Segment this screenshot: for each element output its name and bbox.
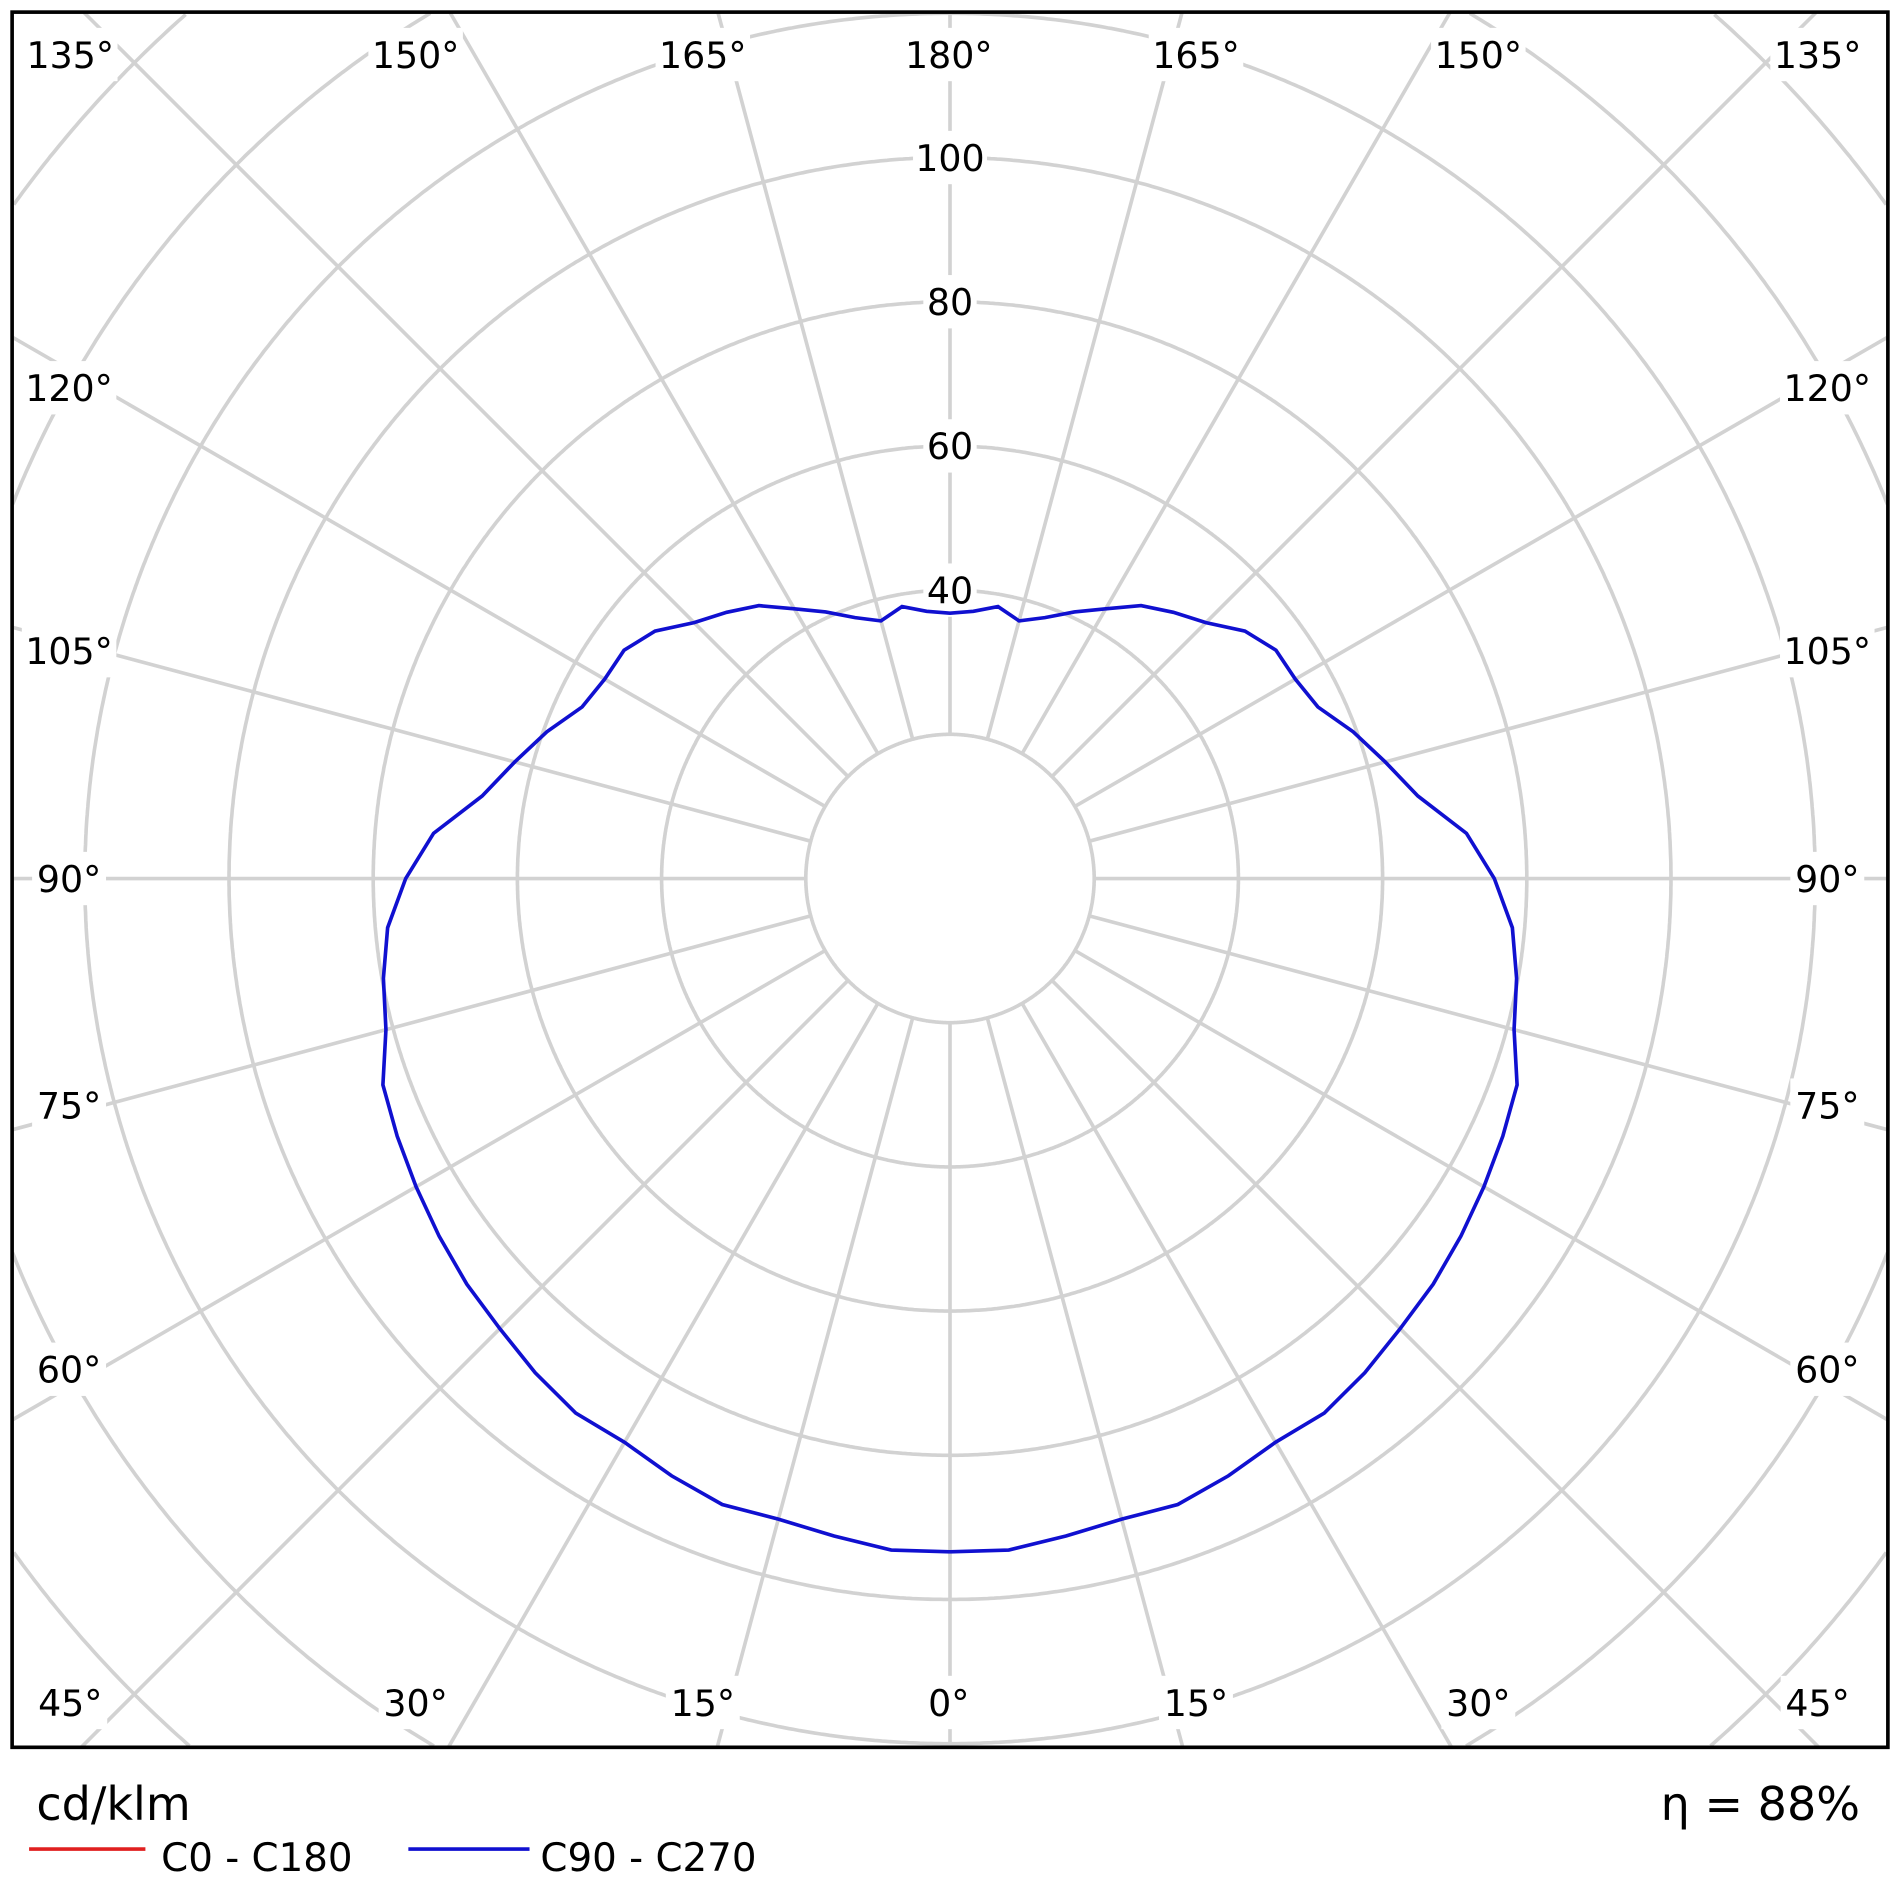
svg-text:0°: 0° (928, 1682, 969, 1725)
svg-text:30°: 30° (1446, 1682, 1510, 1725)
grid-radial-120 (1073, 335, 1889, 808)
angle-label-top: 150° (368, 27, 463, 82)
svg-text:120°: 120° (25, 367, 113, 410)
angle-label-top: 150° (1431, 27, 1526, 82)
svg-text:40: 40 (927, 569, 973, 612)
svg-text:135°: 135° (27, 34, 115, 77)
svg-text:105°: 105° (1784, 630, 1872, 673)
svg-text:15°: 15° (1164, 1682, 1228, 1725)
grid-radial-45 (1050, 979, 1821, 1749)
grid-radial-150 (1020, 11, 1452, 755)
grid-radial-75 (1088, 914, 1889, 1132)
chart-frame (10, 10, 1890, 1750)
efficiency-label: η = 88% (1661, 1777, 1860, 1831)
grid-radial-105 (1088, 625, 1889, 843)
angle-label-right: 75° (1790, 1078, 1865, 1132)
angle-label-top: 135° (23, 27, 118, 82)
grid-radial-300 (11, 949, 827, 1422)
grid-radial-225 (82, 10, 850, 778)
svg-text:60: 60 (927, 425, 973, 468)
angle-label-left: 90° (32, 851, 107, 906)
svg-text:120°: 120° (1784, 367, 1872, 410)
svg-text:135°: 135° (1774, 34, 1862, 77)
svg-text:60°: 60° (37, 1349, 101, 1392)
svg-text:45°: 45° (38, 1682, 102, 1725)
grid-radial-240 (11, 335, 827, 808)
angle-label-bottom: 15° (665, 1675, 740, 1730)
svg-text:100: 100 (915, 137, 984, 180)
radial-tick-labels: 40 60 80 100 (913, 130, 987, 617)
grid-radial-165 (985, 11, 1184, 740)
svg-text:80: 80 (927, 281, 973, 324)
svg-text:90°: 90° (37, 858, 101, 901)
svg-text:30°: 30° (383, 1682, 447, 1725)
angle-label-left: 105° (21, 624, 117, 678)
grid-radial-30 (1020, 1002, 1454, 1749)
angle-label-bottom: 30° (378, 1675, 453, 1730)
grid-radial-285 (11, 914, 812, 1132)
grid-radial-315 (79, 979, 850, 1749)
svg-text:60°: 60° (1795, 1349, 1859, 1392)
grid-radial-330 (446, 1002, 880, 1749)
svg-text:180°: 180° (905, 34, 993, 77)
unit-label: cd/klm (36, 1777, 190, 1831)
svg-text:105°: 105° (25, 630, 113, 673)
svg-text:150°: 150° (372, 34, 460, 77)
angle-label-left: 60° (32, 1342, 107, 1396)
svg-text:165°: 165° (659, 34, 747, 77)
grid-radial-15 (985, 1017, 1185, 1748)
grid-ring-140 (10, 11, 1890, 1748)
angle-label-top: 165° (655, 27, 751, 82)
svg-text:45°: 45° (1785, 1682, 1849, 1725)
angle-label-bottom: 30° (1441, 1675, 1516, 1730)
angle-labels: 135° 150° 165° 180° 165° 150° 135° 45° 30° 15° 0° 1… (21, 27, 1875, 1730)
angle-label-left: 120° (21, 361, 117, 415)
angle-label-top: 135° (1770, 27, 1865, 82)
svg-text:75°: 75° (37, 1084, 101, 1127)
radial-tick-label-40: 40 (923, 563, 977, 617)
grid-radial-210 (448, 11, 880, 755)
angle-label-right: 90° (1790, 851, 1865, 906)
curves (381, 603, 1519, 1554)
grid-radial-135 (1050, 10, 1818, 778)
angle-label-top: 165° (1148, 27, 1244, 82)
svg-text:165°: 165° (1152, 34, 1240, 77)
series-curve-1 (381, 603, 1519, 1554)
svg-text:15°: 15° (671, 1682, 735, 1725)
radial-tick-label-80: 80 (923, 275, 977, 329)
grid-radial-345 (715, 1017, 915, 1748)
svg-text:150°: 150° (1435, 34, 1523, 77)
angle-label-bottom: 0° (922, 1675, 976, 1730)
angle-label-bottom: 15° (1159, 1675, 1233, 1730)
angle-label-right: 105° (1780, 624, 1875, 678)
grid-radial-60 (1073, 949, 1889, 1422)
angle-label-right: 120° (1780, 361, 1875, 415)
grid-radial-195 (716, 11, 915, 740)
angle-label-left: 75° (32, 1078, 107, 1132)
angle-label-right: 60° (1790, 1342, 1865, 1396)
radial-tick-label-100: 100 (913, 130, 987, 185)
svg-text:75°: 75° (1795, 1084, 1859, 1127)
grid-ring-160 (12, 13, 1888, 1748)
angle-label-top: 180° (901, 27, 997, 82)
angle-label-bottom: 45° (33, 1675, 108, 1730)
radial-tick-label-60: 60 (923, 419, 977, 473)
legend-label-c90-c270: C90 - C270 (540, 1836, 756, 1881)
svg-text:90°: 90° (1795, 858, 1859, 901)
angle-label-bottom: 45° (1780, 1675, 1855, 1730)
grid-radial-255 (11, 625, 812, 843)
legend-label-c0-c180: C0 - C180 (161, 1836, 352, 1881)
